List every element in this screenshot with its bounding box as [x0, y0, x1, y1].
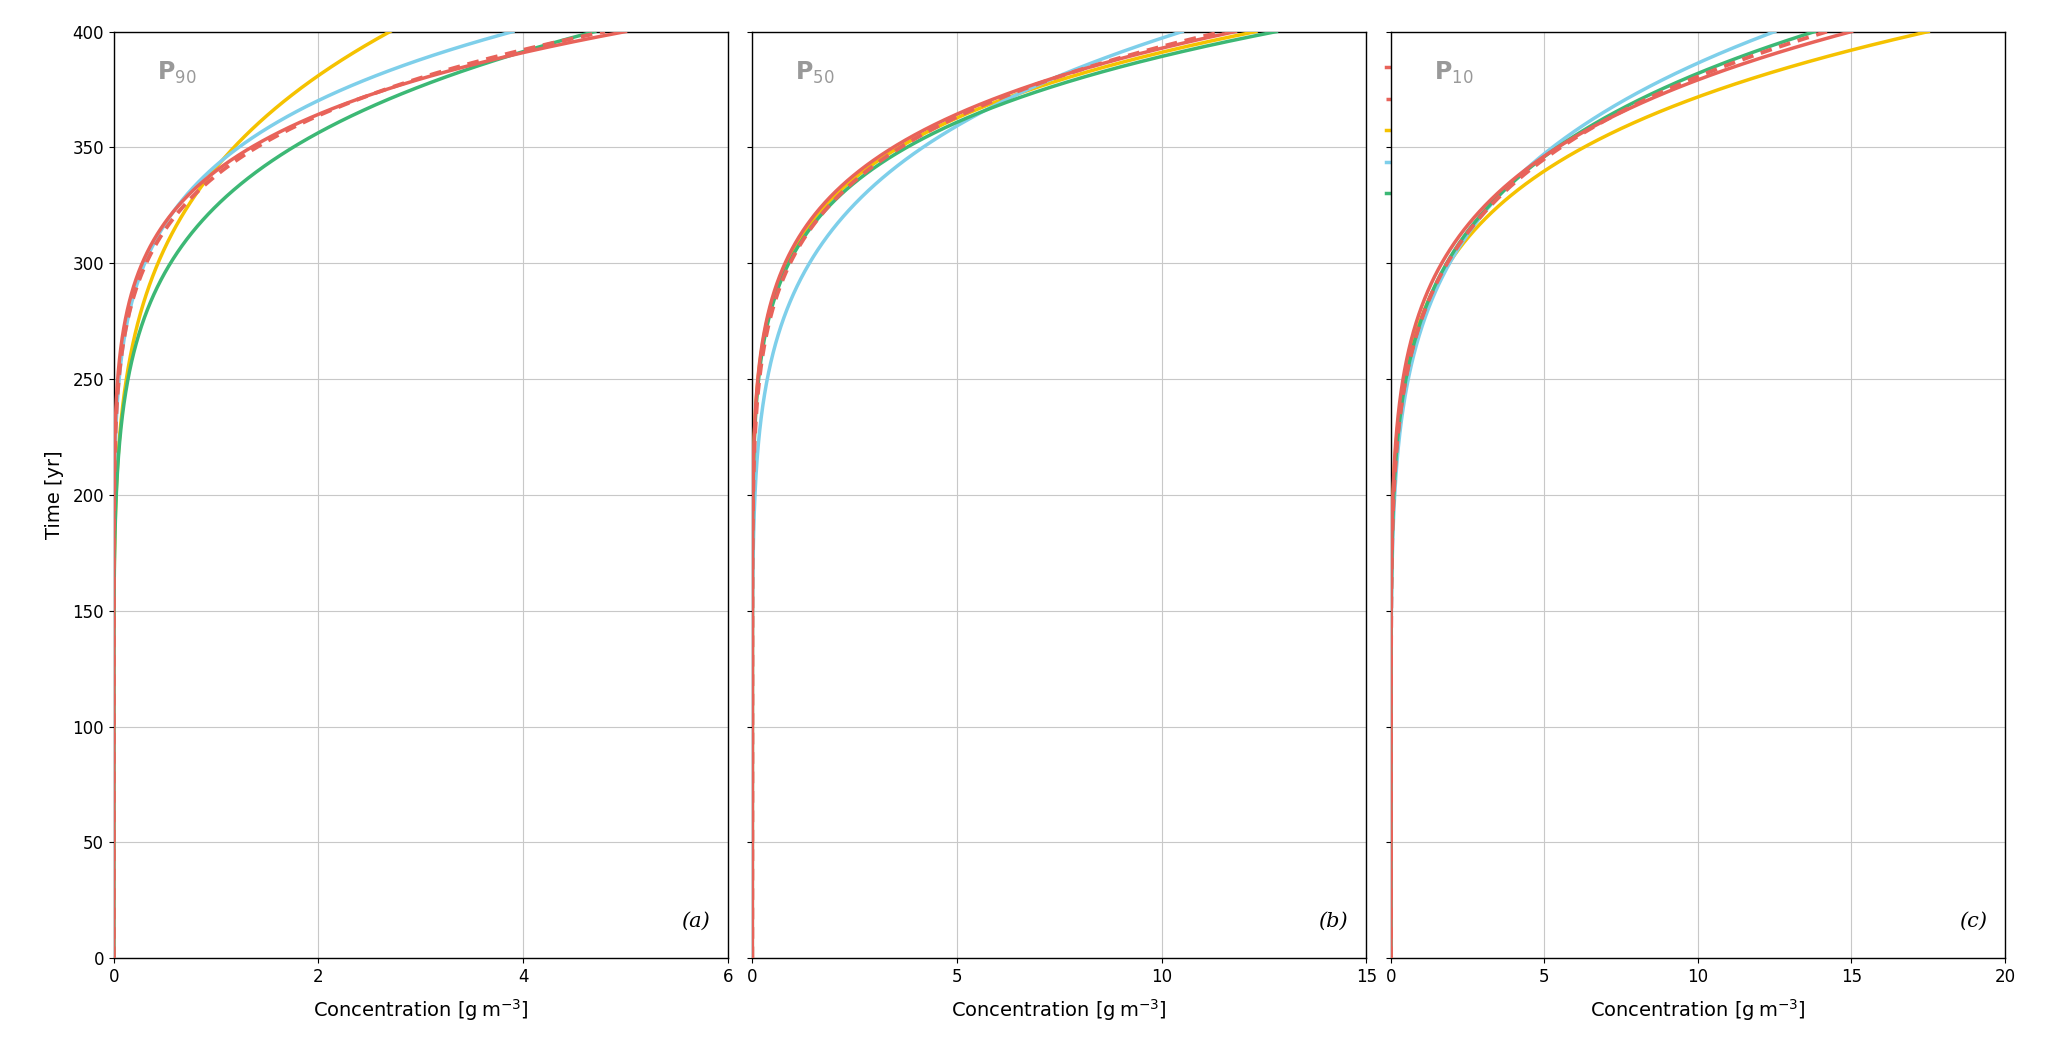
- Text: (c): (c): [1960, 912, 1986, 931]
- Text: P$_{50}$: P$_{50}$: [796, 59, 835, 85]
- Text: P$_{10}$: P$_{10}$: [1434, 59, 1474, 85]
- Text: (b): (b): [1319, 912, 1348, 931]
- X-axis label: Concentration [g m$^{-3}$]: Concentration [g m$^{-3}$]: [951, 997, 1168, 1022]
- Legend: K(x,y,z), r(x,y), c$_0$(x,y) – 1 LU, K(x,y,z), r(x,y), c$_0$(x,y) – 50 LUs, K(x,: K(x,y,z), r(x,y), c$_0$(x,y) – 1 LU, K(x…: [1379, 51, 1728, 213]
- Text: P$_{90}$: P$_{90}$: [157, 59, 196, 85]
- Y-axis label: Time [yr]: Time [yr]: [45, 451, 64, 539]
- X-axis label: Concentration [g m$^{-3}$]: Concentration [g m$^{-3}$]: [312, 997, 529, 1022]
- Text: (a): (a): [680, 912, 709, 931]
- X-axis label: Concentration [g m$^{-3}$]: Concentration [g m$^{-3}$]: [1590, 997, 1807, 1022]
